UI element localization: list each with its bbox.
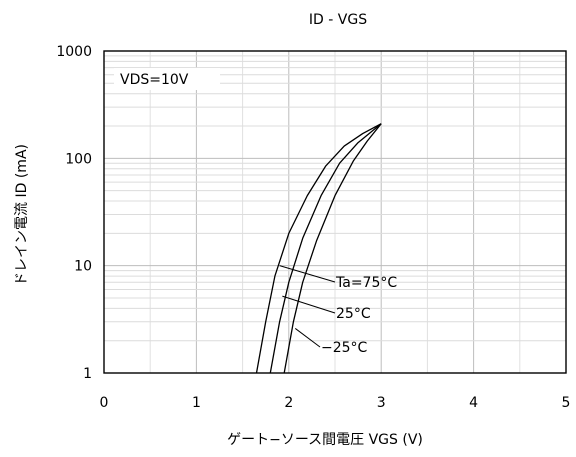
- y-tick-label: 1000: [56, 44, 92, 60]
- x-tick-label: 2: [284, 395, 293, 411]
- series-line: [283, 123, 382, 374]
- y-axis-label: ドレイン電流 ID (mA): [14, 144, 30, 286]
- series-line: [255, 123, 382, 374]
- annotations: VDS=10V Ta=75°C 25°C −25°C: [114, 68, 397, 356]
- series-leader-line: [294, 328, 321, 348]
- y-tick-label: 100: [65, 151, 92, 167]
- series-label: Ta=75°C: [335, 275, 397, 291]
- series-leader-line: [279, 265, 336, 283]
- x-tick-label: 4: [469, 395, 478, 411]
- series-line: [269, 123, 382, 374]
- plot-frame: [103, 50, 567, 374]
- x-axis-label: ゲート−ソース間電圧 VGS (V): [227, 432, 423, 448]
- y-tick-label: 1: [83, 366, 92, 382]
- y-tick-label: 10: [74, 259, 92, 275]
- series-label: −25°C: [321, 340, 368, 356]
- x-tick-label: 3: [377, 395, 386, 411]
- condition-box: VDS=10V: [114, 68, 220, 90]
- series-layer: [255, 123, 382, 374]
- plot-border: [103, 50, 567, 374]
- condition-label: VDS=10V: [120, 72, 189, 88]
- x-tick-label: 1: [192, 395, 201, 411]
- series-label: 25°C: [336, 306, 371, 322]
- series-leader-line: [282, 295, 336, 314]
- x-tick-label: 0: [100, 395, 109, 411]
- chart-title: ID - VGS: [309, 12, 367, 28]
- x-tick-label: 5: [562, 395, 571, 411]
- grid: [103, 51, 567, 374]
